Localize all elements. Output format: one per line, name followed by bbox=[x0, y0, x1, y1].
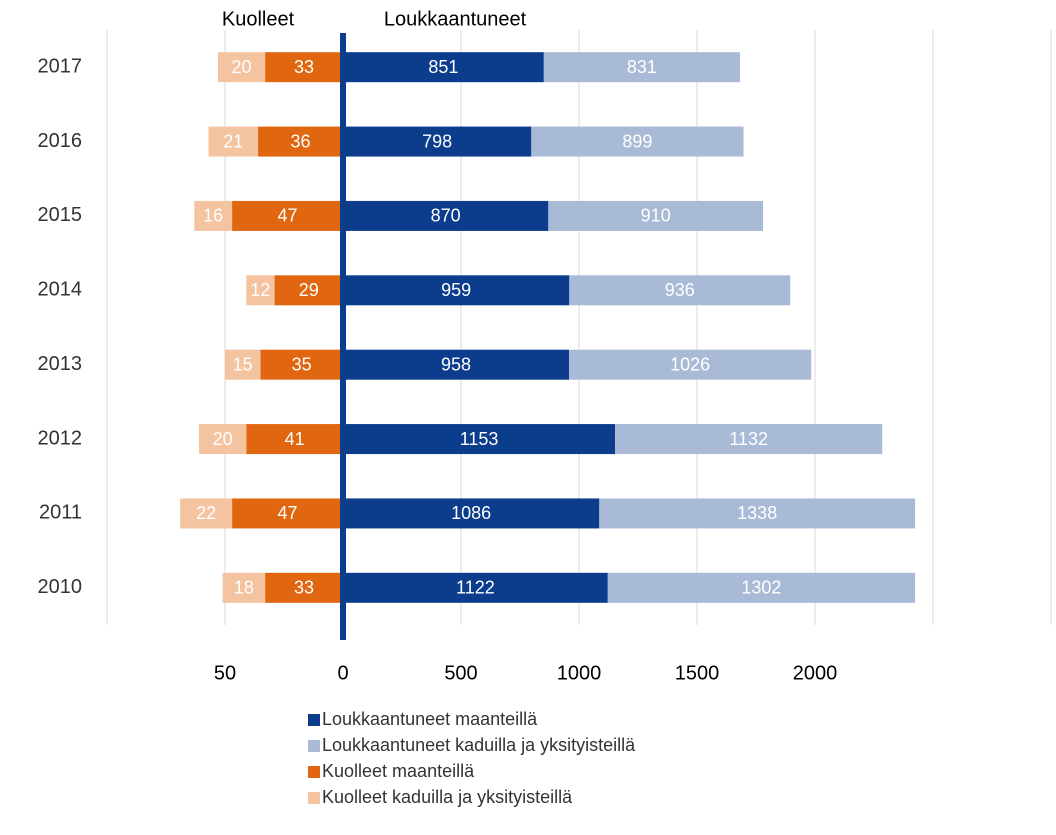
bar bbox=[265, 572, 343, 603]
value-label: 1122 bbox=[456, 578, 495, 598]
bar bbox=[343, 572, 608, 603]
bar bbox=[531, 126, 744, 157]
y-tick-label: 2013 bbox=[38, 353, 83, 375]
value-label: 33 bbox=[294, 57, 314, 77]
legend-swatch bbox=[308, 766, 320, 778]
value-label: 1132 bbox=[729, 429, 768, 449]
legend-label: Loukkaantuneet maanteillä bbox=[322, 709, 538, 729]
x-tick-label: 2000 bbox=[793, 662, 838, 684]
value-label: 1153 bbox=[460, 429, 499, 449]
value-label: 18 bbox=[234, 578, 254, 598]
bar bbox=[274, 275, 343, 306]
bar bbox=[232, 498, 343, 529]
y-tick-label: 2011 bbox=[39, 502, 82, 524]
value-label: 899 bbox=[622, 131, 652, 151]
y-tick-label: 2012 bbox=[38, 427, 83, 449]
bar bbox=[199, 424, 247, 455]
bar bbox=[548, 200, 764, 231]
value-label: 29 bbox=[299, 280, 319, 300]
bar bbox=[607, 572, 916, 603]
bar bbox=[225, 349, 261, 380]
legend-swatch bbox=[308, 740, 320, 752]
value-label: 36 bbox=[291, 131, 311, 151]
bar bbox=[222, 572, 266, 603]
bar bbox=[569, 349, 812, 380]
value-label: 47 bbox=[278, 206, 298, 226]
value-label: 1086 bbox=[451, 503, 491, 523]
bar bbox=[180, 498, 233, 529]
x-tick-label: 1000 bbox=[557, 662, 602, 684]
bar bbox=[615, 424, 883, 455]
value-label: 33 bbox=[294, 578, 314, 598]
bar bbox=[569, 275, 791, 306]
value-label: 16 bbox=[203, 206, 223, 226]
bar bbox=[194, 200, 233, 231]
value-label: 41 bbox=[285, 429, 305, 449]
x-tick-label: 50 bbox=[214, 662, 236, 684]
left-label: Kuolleet bbox=[222, 8, 295, 30]
value-label: 1302 bbox=[741, 578, 781, 598]
y-tick-label: 2015 bbox=[38, 204, 83, 226]
bar bbox=[343, 424, 616, 455]
bar bbox=[208, 126, 259, 157]
value-label: 798 bbox=[422, 131, 452, 151]
x-tick-label: 0 bbox=[337, 662, 348, 684]
value-label: 12 bbox=[250, 280, 270, 300]
value-label: 1026 bbox=[670, 354, 710, 374]
legend-label: Kuolleet kaduilla ja yksityisteillä bbox=[322, 787, 573, 807]
bar bbox=[217, 52, 266, 83]
value-label: 47 bbox=[278, 503, 298, 523]
x-tick-label: 1500 bbox=[675, 662, 720, 684]
bar bbox=[343, 498, 600, 529]
value-label: 959 bbox=[441, 280, 471, 300]
value-label: 831 bbox=[627, 57, 657, 77]
value-label: 910 bbox=[641, 206, 671, 226]
bar bbox=[599, 498, 916, 529]
bar bbox=[260, 349, 343, 380]
y-tick-label: 2017 bbox=[38, 55, 83, 77]
bar bbox=[343, 349, 570, 380]
value-label: 20 bbox=[232, 57, 252, 77]
bar bbox=[543, 52, 740, 83]
bar bbox=[246, 424, 343, 455]
legend-swatch bbox=[308, 714, 320, 726]
bar bbox=[343, 275, 570, 306]
y-tick-label: 2010 bbox=[38, 576, 83, 598]
y-tick-label: 2016 bbox=[38, 130, 83, 152]
bar bbox=[343, 52, 544, 83]
value-label: 851 bbox=[428, 57, 458, 77]
bar bbox=[232, 200, 343, 231]
right-label: Loukkaantuneet bbox=[384, 8, 527, 30]
y-tick-label: 2014 bbox=[38, 279, 83, 301]
bar bbox=[343, 200, 549, 231]
bar bbox=[246, 275, 275, 306]
value-label: 35 bbox=[292, 354, 312, 374]
value-label: 958 bbox=[441, 354, 471, 374]
value-label: 22 bbox=[196, 503, 216, 523]
value-label: 20 bbox=[213, 429, 233, 449]
x-tick-label: 500 bbox=[444, 662, 477, 684]
bar bbox=[343, 126, 532, 157]
legend-label: Kuolleet maanteillä bbox=[322, 761, 475, 781]
bar bbox=[265, 52, 343, 83]
bar bbox=[258, 126, 343, 157]
value-label: 936 bbox=[665, 280, 695, 300]
value-label: 15 bbox=[233, 354, 253, 374]
value-label: 21 bbox=[223, 131, 243, 151]
value-label: 1338 bbox=[737, 503, 777, 523]
legend-swatch bbox=[308, 792, 320, 804]
legend-label: Loukkaantuneet kaduilla ja yksityisteill… bbox=[322, 735, 636, 755]
value-label: 870 bbox=[431, 206, 461, 226]
